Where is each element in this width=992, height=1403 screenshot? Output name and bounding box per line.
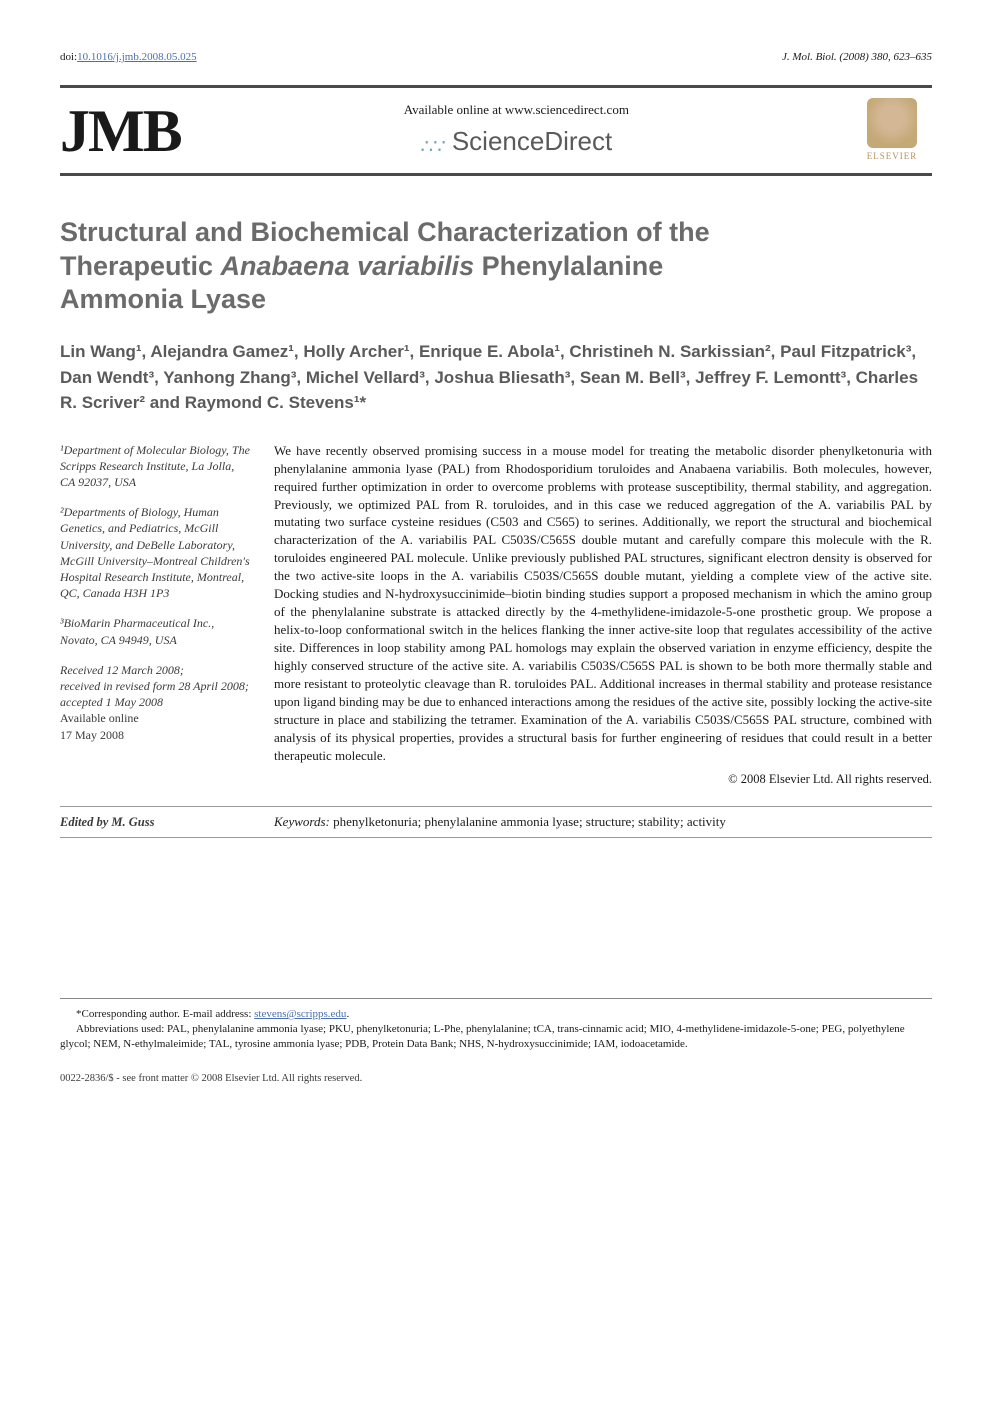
affiliation-2: ²Departments of Biology, Human Genetics,… [60, 504, 250, 601]
date-revised: received in revised form 28 April 2008; [60, 678, 250, 694]
keywords: Keywords: phenylketonuria; phenylalanine… [274, 813, 932, 831]
sciencedirect-wordmark: ScienceDirect [452, 126, 612, 156]
keywords-text: phenylketonuria; phenylalanine ammonia l… [330, 814, 726, 829]
content-row: ¹Department of Molecular Biology, The Sc… [60, 442, 932, 788]
date-online-label: Available online [60, 710, 250, 726]
sciencedirect-logo: ∴∵ScienceDirect [211, 123, 822, 161]
author-list: Lin Wang¹, Alejandra Gamez¹, Holly Arche… [60, 339, 932, 416]
title-line-2-italic: Anabaena variabilis [221, 251, 475, 281]
front-matter-line: 0022-2836/$ - see front matter © 2008 El… [60, 1072, 932, 1087]
jmb-logo: JMB [60, 101, 181, 161]
doi-link[interactable]: 10.1016/j.jmb.2008.05.025 [77, 51, 196, 63]
abstract-text: We have recently observed promising succ… [274, 443, 932, 763]
top-meta-row: doi:10.1016/j.jmb.2008.05.025 J. Mol. Bi… [60, 50, 932, 65]
affiliation-3: ³BioMarin Pharmaceutical Inc., Novato, C… [60, 615, 250, 647]
corr-email-link[interactable]: stevens@scripps.edu [254, 1008, 346, 1020]
elsevier-logo-block: ELSEVIER [852, 98, 932, 163]
sciencedirect-block: Available online at www.sciencedirect.co… [211, 101, 822, 161]
doi: doi:10.1016/j.jmb.2008.05.025 [60, 50, 197, 65]
title-line-1: Structural and Biochemical Characterizat… [60, 217, 710, 247]
affiliation-1: ¹Department of Molecular Biology, The Sc… [60, 442, 250, 491]
copyright-line: © 2008 Elsevier Ltd. All rights reserved… [274, 771, 932, 788]
doi-prefix: doi: [60, 51, 77, 63]
title-line-2-pre: Therapeutic [60, 251, 221, 281]
corr-email-label: E-mail address: [180, 1008, 254, 1020]
sd-dots-icon: ∴∵ [420, 133, 445, 161]
title-line-3: Ammonia Lyase [60, 284, 266, 314]
footnotes: *Corresponding author. E-mail address: s… [60, 998, 932, 1052]
article-dates: Received 12 March 2008; received in revi… [60, 662, 250, 743]
date-accepted: accepted 1 May 2008 [60, 694, 250, 710]
title-line-2-post: Phenylalanine [474, 251, 663, 281]
date-online: 17 May 2008 [60, 727, 250, 743]
abbreviations: Abbreviations used: PAL, phenylalanine a… [60, 1022, 932, 1052]
elsevier-label: ELSEVIER [852, 150, 932, 163]
corresponding-author: *Corresponding author. E-mail address: s… [60, 1007, 932, 1022]
journal-banner: JMB Available online at www.sciencedirec… [60, 85, 932, 176]
editor: Edited by M. Guss [60, 813, 250, 831]
date-received: Received 12 March 2008; [60, 662, 250, 678]
journal-reference: J. Mol. Biol. (2008) 380, 623–635 [782, 50, 932, 65]
corr-label: *Corresponding author. [76, 1008, 180, 1020]
affiliations-column: ¹Department of Molecular Biology, The Sc… [60, 442, 250, 788]
article-title: Structural and Biochemical Characterizat… [60, 216, 932, 317]
keywords-label: Keywords: [274, 814, 330, 829]
available-online-text: Available online at www.sciencedirect.co… [211, 101, 822, 119]
elsevier-tree-icon [867, 98, 917, 148]
abstract-column: We have recently observed promising succ… [274, 442, 932, 788]
keywords-row: Edited by M. Guss Keywords: phenylketonu… [60, 806, 932, 838]
